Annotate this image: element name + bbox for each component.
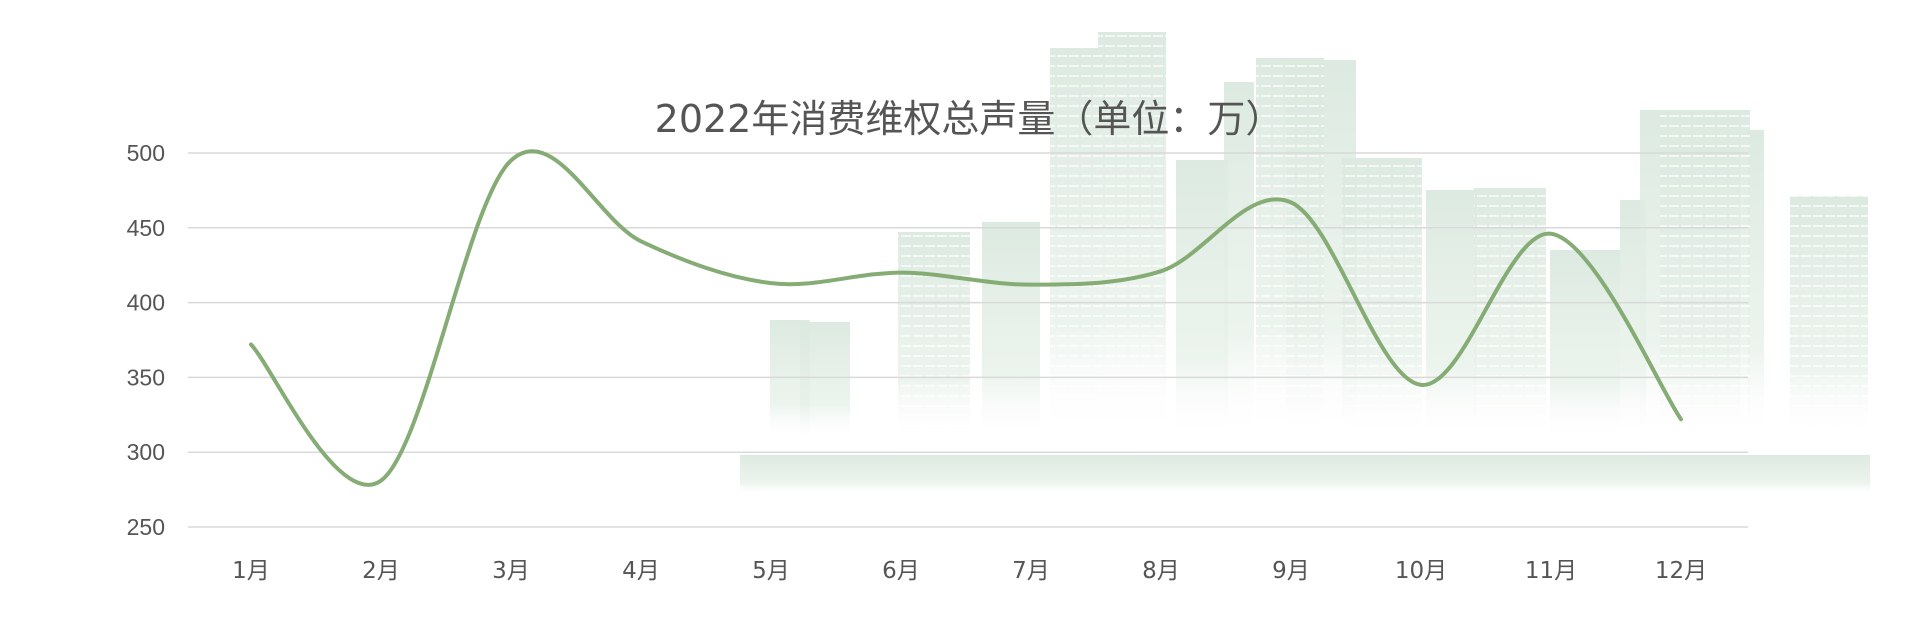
y-axis-ticks: 250 300 350 400 450 500 [127, 140, 165, 540]
x-tick-label: 8月 [1142, 558, 1180, 584]
x-tick-label: 10月 [1395, 558, 1447, 584]
x-tick-label: 9月 [1272, 558, 1310, 584]
y-tick-label: 400 [127, 290, 165, 316]
y-tick-label: 300 [127, 439, 165, 465]
x-tick-label: 2月 [362, 558, 400, 584]
x-tick-label: 4月 [622, 558, 660, 584]
series-group [249, 149, 1683, 487]
y-tick-label: 450 [127, 215, 165, 241]
x-tick-label: 11月 [1525, 558, 1577, 584]
chart-title: 2022年消费维权总声量（单位：万） [655, 97, 1284, 141]
x-tick-label: 3月 [492, 558, 530, 584]
x-axis-ticks: 1月 2月 3月 4月 5月 6月 7月 8月 9月 10月 11月 12月 [232, 558, 1707, 584]
y-tick-label: 500 [127, 140, 165, 166]
y-tick-label: 350 [127, 364, 165, 390]
x-tick-label: 12月 [1655, 558, 1707, 584]
x-tick-label: 1月 [232, 558, 270, 584]
series-line-0 [249, 149, 1683, 487]
x-tick-label: 6月 [882, 558, 920, 584]
x-tick-label: 5月 [752, 558, 790, 584]
x-tick-label: 7月 [1012, 558, 1050, 584]
y-tick-label: 250 [127, 514, 165, 540]
